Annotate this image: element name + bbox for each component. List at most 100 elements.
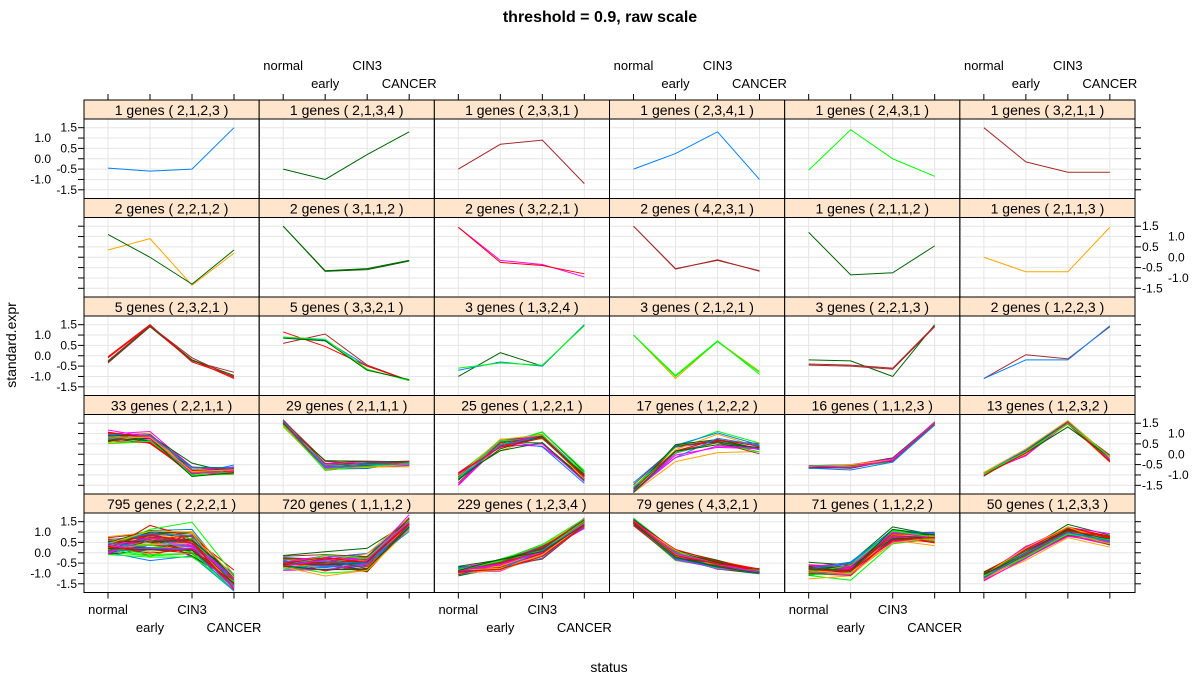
y-tick-label: 1.0 (34, 525, 51, 539)
panel: 5 genes ( 3,3,2,1 ) (258, 296, 435, 396)
series-line (282, 420, 410, 469)
panel-strip-label: 1 genes ( 2,4,3,1 ) (815, 102, 929, 118)
series-line (282, 419, 410, 465)
series-line (808, 421, 936, 468)
series-line (633, 521, 760, 574)
panel: 13 genes ( 1,2,3,2 ) -1.5 -1.0 -0.5 0.0 0.5 1.… (959, 395, 1189, 495)
panel-strip-label: 3 genes ( 2,1,2,1 ) (640, 299, 754, 315)
y-tick-label: 1.5 (60, 515, 77, 529)
panel-strip-label: 1 genes ( 2,1,1,3 ) (991, 201, 1105, 217)
series-line (458, 139, 585, 184)
y-tick-label: 0.5 (60, 338, 77, 352)
series-line (808, 424, 936, 471)
x-tick-label: early (486, 620, 515, 635)
panel-strip-label: 50 genes ( 1,2,3,3 ) (987, 496, 1108, 512)
panel-strip-label: 229 genes ( 1,2,3,4 ) (457, 496, 586, 512)
series-line (458, 325, 585, 369)
panel-strip-label: 33 genes ( 2,2,1,1 ) (111, 398, 232, 414)
series-group (458, 139, 585, 184)
y-tick-label: 0.5 (60, 141, 77, 155)
panel-strip-label: 16 genes ( 1,1,2,3 ) (812, 398, 933, 414)
y-tick-label: 1.0 (34, 328, 51, 342)
series-line (808, 536, 935, 572)
series-group (808, 421, 936, 471)
series-group (283, 131, 410, 180)
series-line (283, 529, 410, 577)
panel: 1 genes ( 2,1,2,3 ) -1.5 -1.0 -0.5 0.0 0.5 1.0… (30, 94, 260, 199)
panel: 25 genes ( 1,2,2,1 ) (433, 395, 611, 495)
y-tick-label: 0.0 (34, 349, 51, 363)
series-line (633, 442, 760, 490)
x-tick-label: CIN3 (1053, 58, 1083, 73)
series-line (633, 522, 760, 573)
series-line (633, 438, 760, 492)
y-tick-label: -1.0 (1168, 468, 1189, 482)
panel: 795 genes ( 2,2,2,1 ) -1.5 -1.0 -0.5 0.0 0.5 1… (30, 493, 262, 635)
panel-strip-label: 1 genes ( 2,3,3,1 ) (465, 102, 579, 118)
x-tick-label: early (311, 76, 340, 91)
panel: 71 genes ( 1,1,2,2 ) normal early CIN3 CANCE… (784, 493, 962, 635)
series-line (107, 521, 235, 576)
series-line (107, 545, 235, 585)
x-tick-label: CIN3 (528, 602, 558, 617)
series-group (633, 131, 760, 180)
series-group (983, 127, 1110, 173)
panel-strip-label: 13 genes ( 1,2,3,2 ) (987, 398, 1108, 414)
series-line (107, 436, 235, 473)
series-line (633, 520, 760, 573)
y-tick-label: 0.5 (1142, 437, 1159, 451)
panel-strip-label: 25 genes ( 1,2,2,1 ) (461, 398, 582, 414)
x-tick-label: CANCER (382, 76, 437, 91)
panel: 17 genes ( 1,2,2,2 ) (609, 395, 786, 495)
series-line (458, 439, 585, 484)
series-line (458, 524, 585, 571)
series-line (983, 422, 1111, 475)
panel: 229 genes ( 1,2,3,4 ) normal early CIN3 CANC… (433, 493, 612, 635)
panel: 1 genes ( 2,1,1,2 ) (784, 198, 961, 298)
series-line (107, 325, 235, 378)
series-line (458, 523, 585, 571)
series-group (107, 324, 235, 379)
series-line (283, 131, 410, 180)
panel: 1 genes ( 2,4,3,1 ) (784, 94, 961, 199)
series-line (283, 523, 410, 564)
series-line (983, 423, 1111, 477)
series-line (808, 423, 935, 468)
series-group (107, 521, 235, 592)
series-line (107, 429, 235, 474)
series-line (633, 522, 760, 573)
y-tick-label: -1.5 (56, 577, 77, 591)
series-line (808, 325, 936, 369)
panel-strip-label: 2 genes ( 3,1,1,2 ) (290, 201, 404, 217)
y-tick-label: -0.5 (1142, 458, 1163, 472)
series-line (633, 444, 760, 493)
series-group (808, 129, 935, 177)
x-tick-label: CANCER (207, 620, 262, 635)
series-line (808, 422, 936, 467)
series-line (107, 551, 235, 592)
series-line (283, 525, 410, 569)
x-tick-label: normal (789, 602, 829, 617)
series-line (983, 420, 1111, 477)
x-tick-label: early (136, 620, 165, 635)
panel: 16 genes ( 1,1,2,3 ) (784, 395, 961, 495)
panel-strip-label: 5 genes ( 3,3,2,1 ) (290, 299, 404, 315)
series-line (633, 451, 760, 493)
series-line (107, 325, 235, 379)
panel: 3 genes ( 1,3,2,4 ) (433, 296, 611, 396)
series-group (808, 526, 935, 581)
y-tick-label: -1.5 (56, 183, 77, 197)
series-line (282, 225, 410, 272)
series-line (458, 524, 585, 573)
series-group (983, 523, 1111, 582)
chart-title: threshold = 0.9, raw scale (503, 9, 697, 26)
panel-strip-label: 1 genes ( 3,2,1,1 ) (991, 102, 1105, 118)
series-line (808, 528, 935, 572)
series-group (983, 419, 1111, 477)
series-line (633, 334, 760, 378)
series-line (808, 421, 936, 468)
series-line (107, 325, 235, 376)
series-line (983, 419, 1111, 473)
series-line (983, 226, 1111, 273)
